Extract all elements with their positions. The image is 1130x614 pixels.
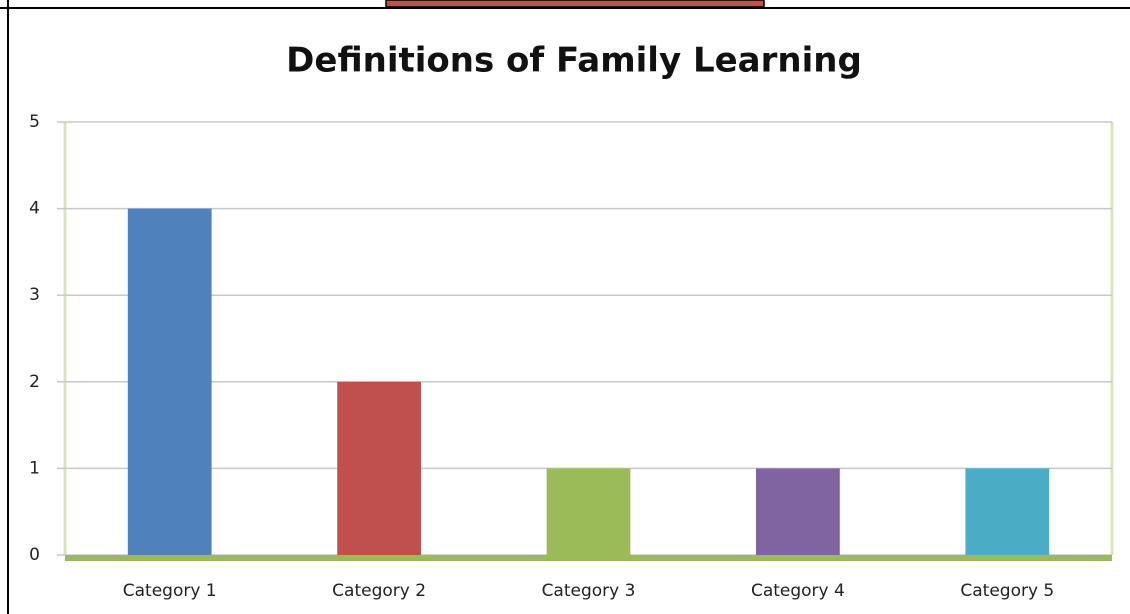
bar	[337, 381, 421, 555]
y-tick-label: 5	[29, 112, 40, 132]
y-tick-label: 1	[29, 458, 40, 478]
y-tick-label: 2	[29, 372, 40, 392]
bar	[965, 468, 1050, 555]
x-tick-label: Category 2	[332, 581, 426, 601]
y-tick-label: 0	[29, 545, 40, 565]
header-cell	[385, 0, 765, 8]
x-tick-label: Category 5	[960, 581, 1054, 601]
bar	[756, 468, 840, 555]
chart-title: Definitions of Family Learning	[286, 41, 862, 81]
x-axis-floor	[65, 555, 1112, 561]
bar	[546, 468, 631, 555]
x-tick-label: Category 4	[751, 581, 845, 601]
y-tick-label: 4	[29, 199, 40, 219]
bar	[127, 208, 212, 555]
y-tick-label: 3	[29, 285, 40, 305]
x-tick-label: Category 1	[123, 581, 217, 601]
x-tick-label: Category 3	[542, 581, 636, 601]
